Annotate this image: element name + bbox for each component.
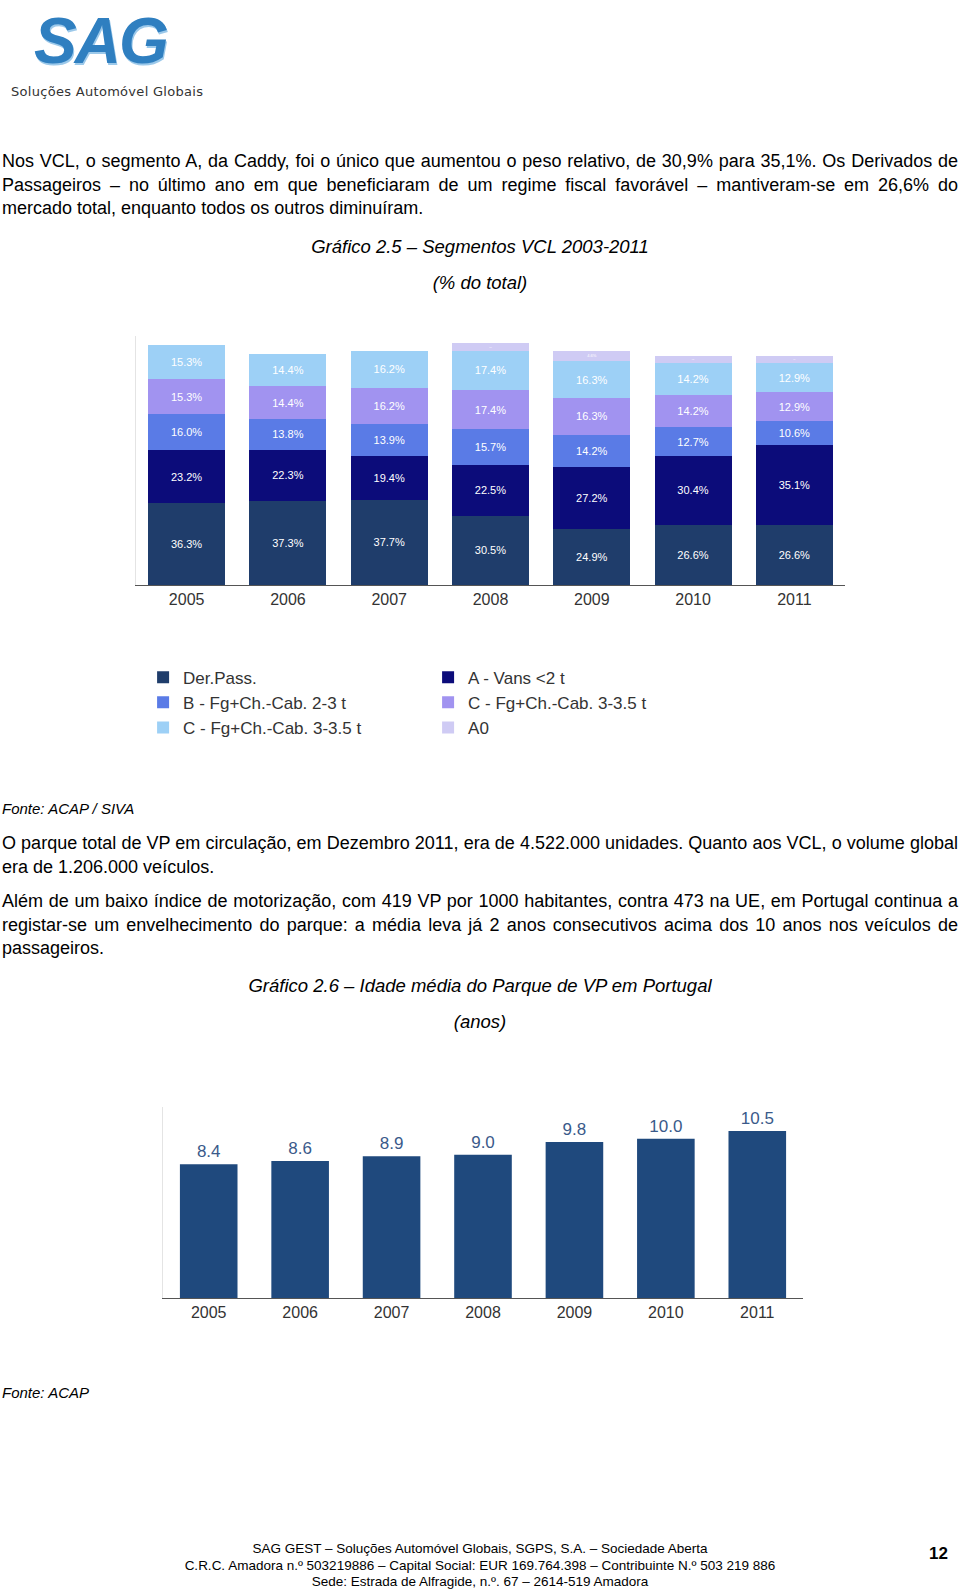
html-text:Além de um baixo índice de mot: Além de um baixo índice de motorização, … (2, 891, 958, 958)
html-text:O parque total de VP em circul: O parque total de VP em circulação, em D… (2, 833, 958, 877)
html-text:Gráfico 2.5 – Segmentos VCL 20: Gráfico 2.5 – Segmentos VCL 2003-2011 (311, 236, 649, 257)
html-text:Gráfico 2.6 – Idade média do P: Gráfico 2.6 – Idade média do Parque de V… (248, 975, 712, 996)
svg-text:16.3%: 16.3% (576, 410, 607, 422)
svg-text:2008: 2008 (473, 591, 509, 608)
svg-text:2011: 2011 (740, 1304, 775, 1321)
svg-text:12.7%: 12.7% (677, 436, 708, 448)
svg-text:8.9: 8.9 (380, 1134, 404, 1153)
html-text:Sede: Estrada de Alfragide, n.: Sede: Estrada de Alfragide, n.º. 67 – 26… (311, 1574, 649, 1589)
svg-text:13.9%: 13.9% (374, 434, 405, 446)
svg-text:C - Fg+Ch.-Cab. 3-3.5 t: C - Fg+Ch.-Cab. 3-3.5 t (468, 694, 646, 713)
svg-text:B - Fg+Ch.-Cab. 2-3 t: B - Fg+Ch.-Cab. 2-3 t (183, 694, 346, 713)
svg-text:22.5%: 22.5% (475, 484, 506, 496)
html-text:Fonte: ACAP: Fonte: ACAP (2, 1384, 89, 1401)
svg-text:A0: A0 (468, 719, 489, 738)
svg-text:37.7%: 37.7% (374, 536, 405, 548)
svg-text:9.0: 9.0 (471, 1133, 495, 1152)
svg-text:14.4%: 14.4% (272, 364, 303, 376)
svg-text:30.5%: 30.5% (475, 544, 506, 556)
html-text:12: 12 (929, 1544, 948, 1563)
svg-text:30.4%: 30.4% (677, 484, 708, 496)
html-text:(% do total): (% do total) (432, 272, 528, 293)
svg-text:C - Fg+Ch.-Cab. 3-3.5 t: C - Fg+Ch.-Cab. 3-3.5 t (183, 719, 361, 738)
svg-text:14.2%: 14.2% (677, 405, 708, 417)
svg-text:14.4%: 14.4% (272, 397, 303, 409)
svg-text:15.3%: 15.3% (171, 391, 202, 403)
svg-text:3.1%: 3.1% (793, 359, 795, 360)
svg-text:24.9%: 24.9% (576, 551, 607, 563)
html-text:SAG: SAG (34, 5, 167, 77)
svg-text:3.2%: 3.2% (692, 359, 695, 360)
svg-text:10.0: 10.0 (649, 1117, 682, 1136)
svg-text:2010: 2010 (675, 591, 711, 608)
svg-text:2006: 2006 (282, 1304, 318, 1321)
svg-text:14.2%: 14.2% (576, 445, 607, 457)
svg-text:8.4: 8.4 (197, 1142, 221, 1161)
html-text:SAG GEST – Soluções Automóvel: SAG GEST – Soluções Automóvel Globais, S… (252, 1541, 708, 1556)
svg-text:23.2%: 23.2% (171, 471, 202, 483)
svg-text:2009: 2009 (557, 1304, 593, 1321)
svg-text:12.9%: 12.9% (779, 401, 810, 413)
html-text:C.R.C. Amadora n.º 503219886 –: C.R.C. Amadora n.º 503219886 – Capital S… (184, 1557, 776, 1573)
svg-text:14.2%: 14.2% (677, 373, 708, 385)
html-text:Soluções Automóvel Globais: Soluções Automóvel Globais (11, 84, 204, 99)
svg-text:37.3%: 37.3% (272, 537, 303, 549)
svg-text:36.3%: 36.3% (171, 538, 202, 550)
svg-text:10.6%: 10.6% (779, 427, 810, 439)
html-text:(anos): (anos) (453, 1011, 507, 1032)
svg-text:17.4%: 17.4% (475, 364, 506, 376)
svg-text:16.2%: 16.2% (374, 400, 405, 412)
svg-text:15.3%: 15.3% (171, 356, 202, 368)
svg-text:10.5: 10.5 (741, 1109, 774, 1128)
svg-text:2006: 2006 (270, 591, 306, 608)
svg-text:2007: 2007 (374, 1304, 410, 1321)
svg-text:26.6%: 26.6% (677, 549, 708, 561)
svg-text:2008: 2008 (465, 1304, 501, 1321)
svg-text:4.6%: 4.6% (587, 353, 597, 358)
html-text:Fonte: ACAP / SIVA: Fonte: ACAP / SIVA (2, 800, 135, 817)
svg-text:3.2%: 3.2% (489, 347, 492, 348)
svg-text:2011: 2011 (777, 591, 812, 608)
svg-text:2010: 2010 (648, 1304, 684, 1321)
svg-text:9.8: 9.8 (563, 1120, 587, 1139)
svg-text:2005: 2005 (191, 1304, 227, 1321)
html-text:Nos VCL, o segmento A, da Cadd: Nos VCL, o segmento A, da Caddy, foi o ú… (2, 151, 958, 218)
svg-text:A - Vans <2 t: A - Vans <2 t (468, 669, 565, 688)
svg-text:19.4%: 19.4% (374, 472, 405, 484)
svg-text:15.7%: 15.7% (475, 441, 506, 453)
svg-text:16.2%: 16.2% (374, 363, 405, 375)
svg-text:8.6: 8.6 (288, 1139, 312, 1158)
svg-text:35.1%: 35.1% (779, 479, 810, 491)
svg-text:26.6%: 26.6% (779, 549, 810, 561)
svg-text:12.9%: 12.9% (779, 372, 810, 384)
svg-text:13.8%: 13.8% (272, 428, 303, 440)
svg-text:16.3%: 16.3% (576, 374, 607, 386)
svg-text:2007: 2007 (371, 591, 407, 608)
svg-text:17.4%: 17.4% (475, 404, 506, 416)
svg-text:2005: 2005 (169, 591, 205, 608)
svg-text:16.0%: 16.0% (171, 426, 202, 438)
svg-text:27.2%: 27.2% (576, 492, 607, 504)
svg-text:Der.Pass.: Der.Pass. (183, 669, 257, 688)
svg-text:2009: 2009 (574, 591, 610, 608)
svg-text:22.3%: 22.3% (272, 469, 303, 481)
